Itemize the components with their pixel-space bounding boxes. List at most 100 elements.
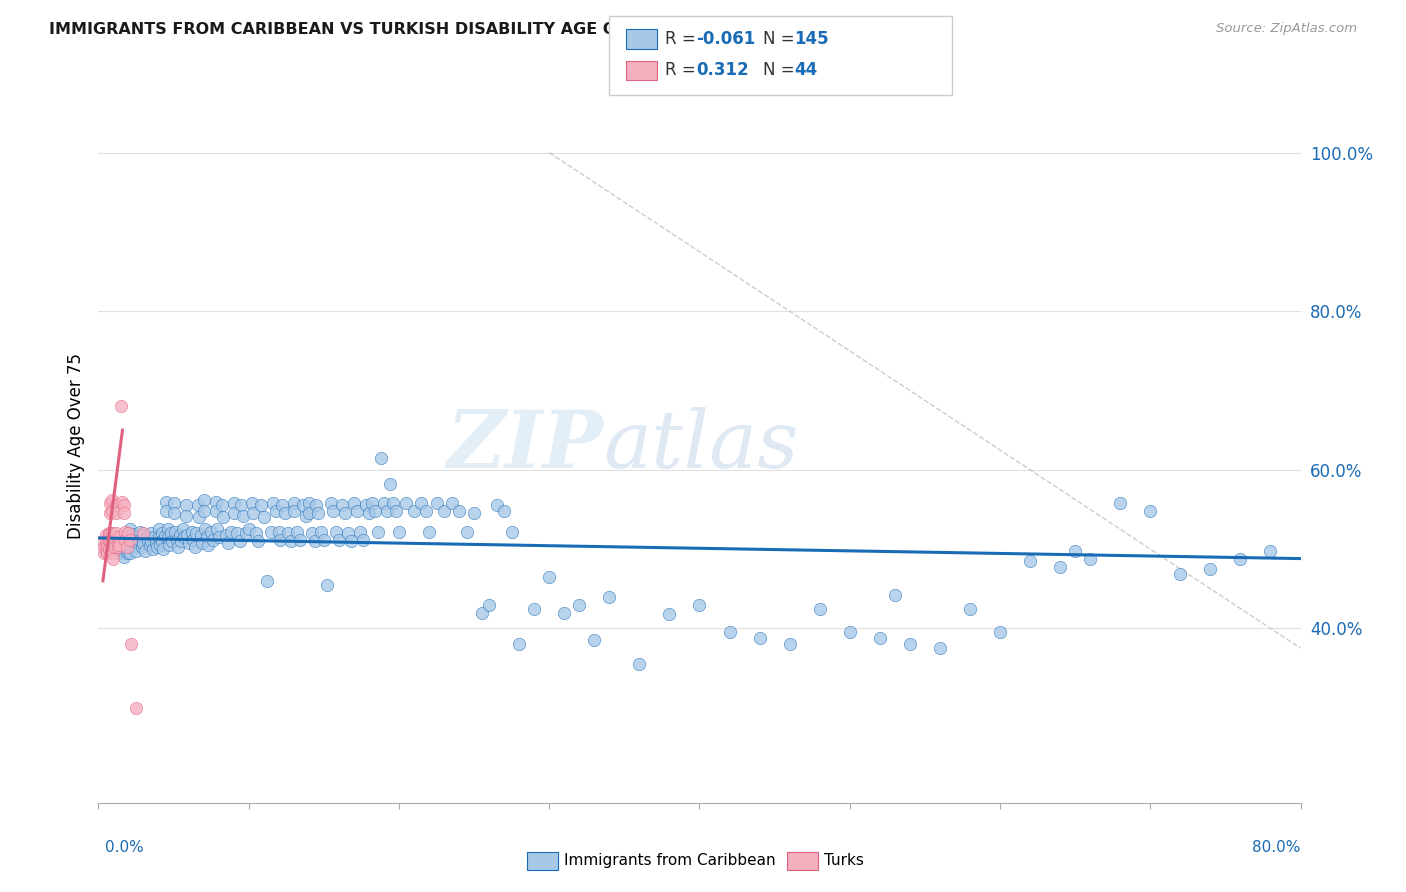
Point <box>177 535 200 549</box>
Point <box>104 541 127 555</box>
Text: N =: N = <box>763 62 800 79</box>
Point <box>808 601 831 615</box>
Point <box>197 538 219 552</box>
Point <box>166 533 188 547</box>
Point <box>959 601 981 615</box>
Point <box>135 530 157 544</box>
Point <box>312 533 335 547</box>
Point <box>93 546 115 560</box>
Point <box>103 551 125 566</box>
Point <box>478 598 501 612</box>
Point <box>160 534 183 549</box>
Point <box>208 530 231 544</box>
Point <box>115 541 138 555</box>
Text: R =: R = <box>665 30 702 48</box>
Point <box>191 535 214 549</box>
Text: 0.0%: 0.0% <box>105 840 145 855</box>
Point <box>110 530 132 544</box>
Point <box>283 496 305 510</box>
Point <box>174 499 197 513</box>
Point <box>101 526 124 541</box>
Point <box>1199 562 1222 576</box>
Point <box>330 499 353 513</box>
Text: Turks: Turks <box>824 854 863 868</box>
Point <box>440 496 463 510</box>
Text: Source: ZipAtlas.com: Source: ZipAtlas.com <box>1216 22 1357 36</box>
Point <box>125 538 148 552</box>
Point <box>187 499 209 513</box>
Point <box>298 507 321 521</box>
Point <box>117 526 139 541</box>
Point <box>315 578 337 592</box>
Point <box>103 546 125 560</box>
Point <box>309 524 332 539</box>
Point <box>97 534 120 549</box>
Point <box>352 533 374 547</box>
Point <box>508 637 530 651</box>
Point <box>298 496 321 510</box>
Point <box>231 499 253 513</box>
Point <box>321 496 343 510</box>
Point <box>349 524 371 539</box>
Point <box>538 570 561 584</box>
Point <box>225 526 247 541</box>
Point <box>228 534 250 549</box>
Point <box>152 542 174 557</box>
Point <box>132 526 155 541</box>
Point <box>1229 551 1251 566</box>
Point <box>240 496 263 510</box>
Point <box>1078 551 1101 566</box>
Point <box>301 526 323 541</box>
Point <box>111 494 134 508</box>
Point <box>159 526 181 541</box>
Point <box>162 496 184 510</box>
Point <box>270 499 292 513</box>
Point <box>838 625 860 640</box>
Point <box>267 524 290 539</box>
Point <box>94 543 117 558</box>
Point <box>336 526 359 541</box>
Point <box>96 533 118 547</box>
Point <box>97 542 120 557</box>
Point <box>93 541 115 555</box>
Point <box>103 541 125 555</box>
Point <box>121 637 143 651</box>
Point <box>328 533 350 547</box>
Point <box>112 507 135 521</box>
Point <box>447 504 470 518</box>
Point <box>718 625 741 640</box>
Point <box>245 526 267 541</box>
Point <box>180 524 202 539</box>
Point <box>395 496 418 510</box>
Point <box>285 524 308 539</box>
Point <box>101 492 124 507</box>
Text: 0.312: 0.312 <box>696 62 748 79</box>
Point <box>117 535 139 549</box>
Point <box>929 641 952 656</box>
Point <box>658 607 681 621</box>
Point <box>172 522 194 536</box>
Point <box>322 504 344 518</box>
Text: 145: 145 <box>794 30 830 48</box>
Point <box>193 492 215 507</box>
Point <box>367 524 389 539</box>
Point <box>184 526 207 541</box>
Point <box>779 637 801 651</box>
Point <box>129 524 152 539</box>
Point <box>105 507 128 521</box>
Point <box>110 538 132 552</box>
Point <box>136 534 159 549</box>
Point <box>305 499 328 513</box>
Point <box>125 543 148 558</box>
Point <box>411 496 433 510</box>
Point <box>222 496 245 510</box>
Point <box>471 606 494 620</box>
Point <box>288 533 311 547</box>
Point <box>553 606 575 620</box>
Point <box>433 504 456 518</box>
Point <box>155 504 177 518</box>
Point <box>568 598 591 612</box>
Point <box>128 535 150 549</box>
Point <box>150 526 173 541</box>
Point <box>157 538 180 552</box>
